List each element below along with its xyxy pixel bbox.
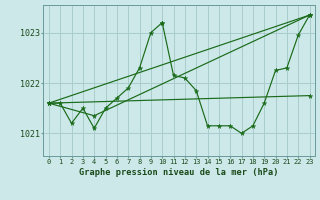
X-axis label: Graphe pression niveau de la mer (hPa): Graphe pression niveau de la mer (hPa) (79, 168, 279, 177)
